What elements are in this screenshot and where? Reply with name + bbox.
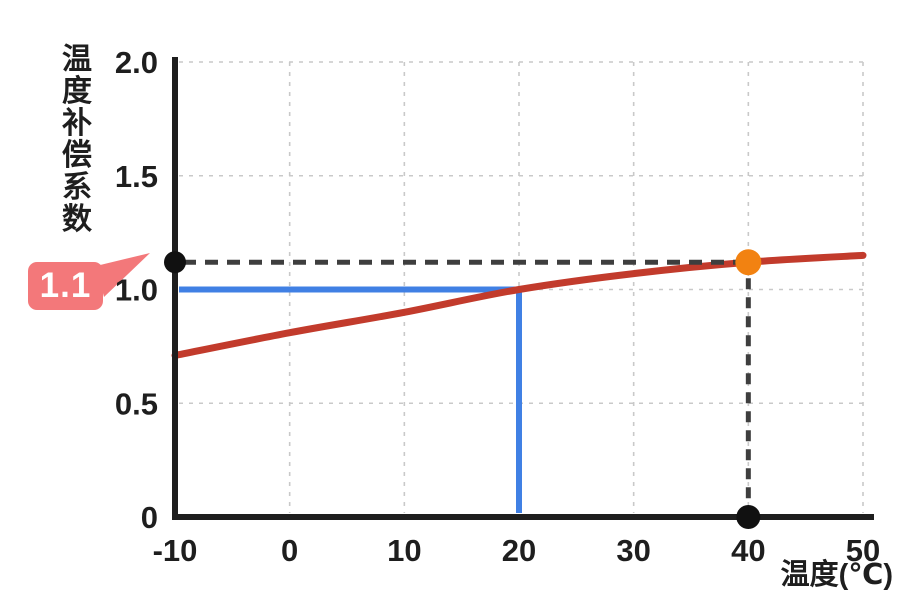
y-tick-label: 1.0 <box>115 273 158 308</box>
highlight-dot-orange <box>735 249 762 276</box>
x-tick-label: -10 <box>153 533 198 568</box>
callout-value-label: 1.1 <box>39 266 92 305</box>
value-callout: 1.1 <box>28 262 103 310</box>
y-tick-label: 1.5 <box>115 159 158 194</box>
x-tick-label: 10 <box>387 533 421 568</box>
y-tick-label: 0.5 <box>115 386 158 421</box>
x-tick-label: 30 <box>616 533 650 568</box>
x-axis-title: 温度(℃) <box>780 559 893 591</box>
y-tick-label: 2.0 <box>115 45 158 80</box>
y-axis-title: 温度补偿系数 <box>62 43 92 236</box>
x-tick-label: 40 <box>731 533 765 568</box>
x-axis-intercept-dot <box>736 505 761 529</box>
y-tick-label: 0 <box>141 500 158 535</box>
callout-tail <box>96 253 150 297</box>
y-axis-intercept-dot <box>164 251 186 274</box>
x-tick-label: 50 <box>846 533 880 568</box>
x-tick-label: 20 <box>502 533 536 568</box>
x-tick-label: 0 <box>281 533 298 568</box>
